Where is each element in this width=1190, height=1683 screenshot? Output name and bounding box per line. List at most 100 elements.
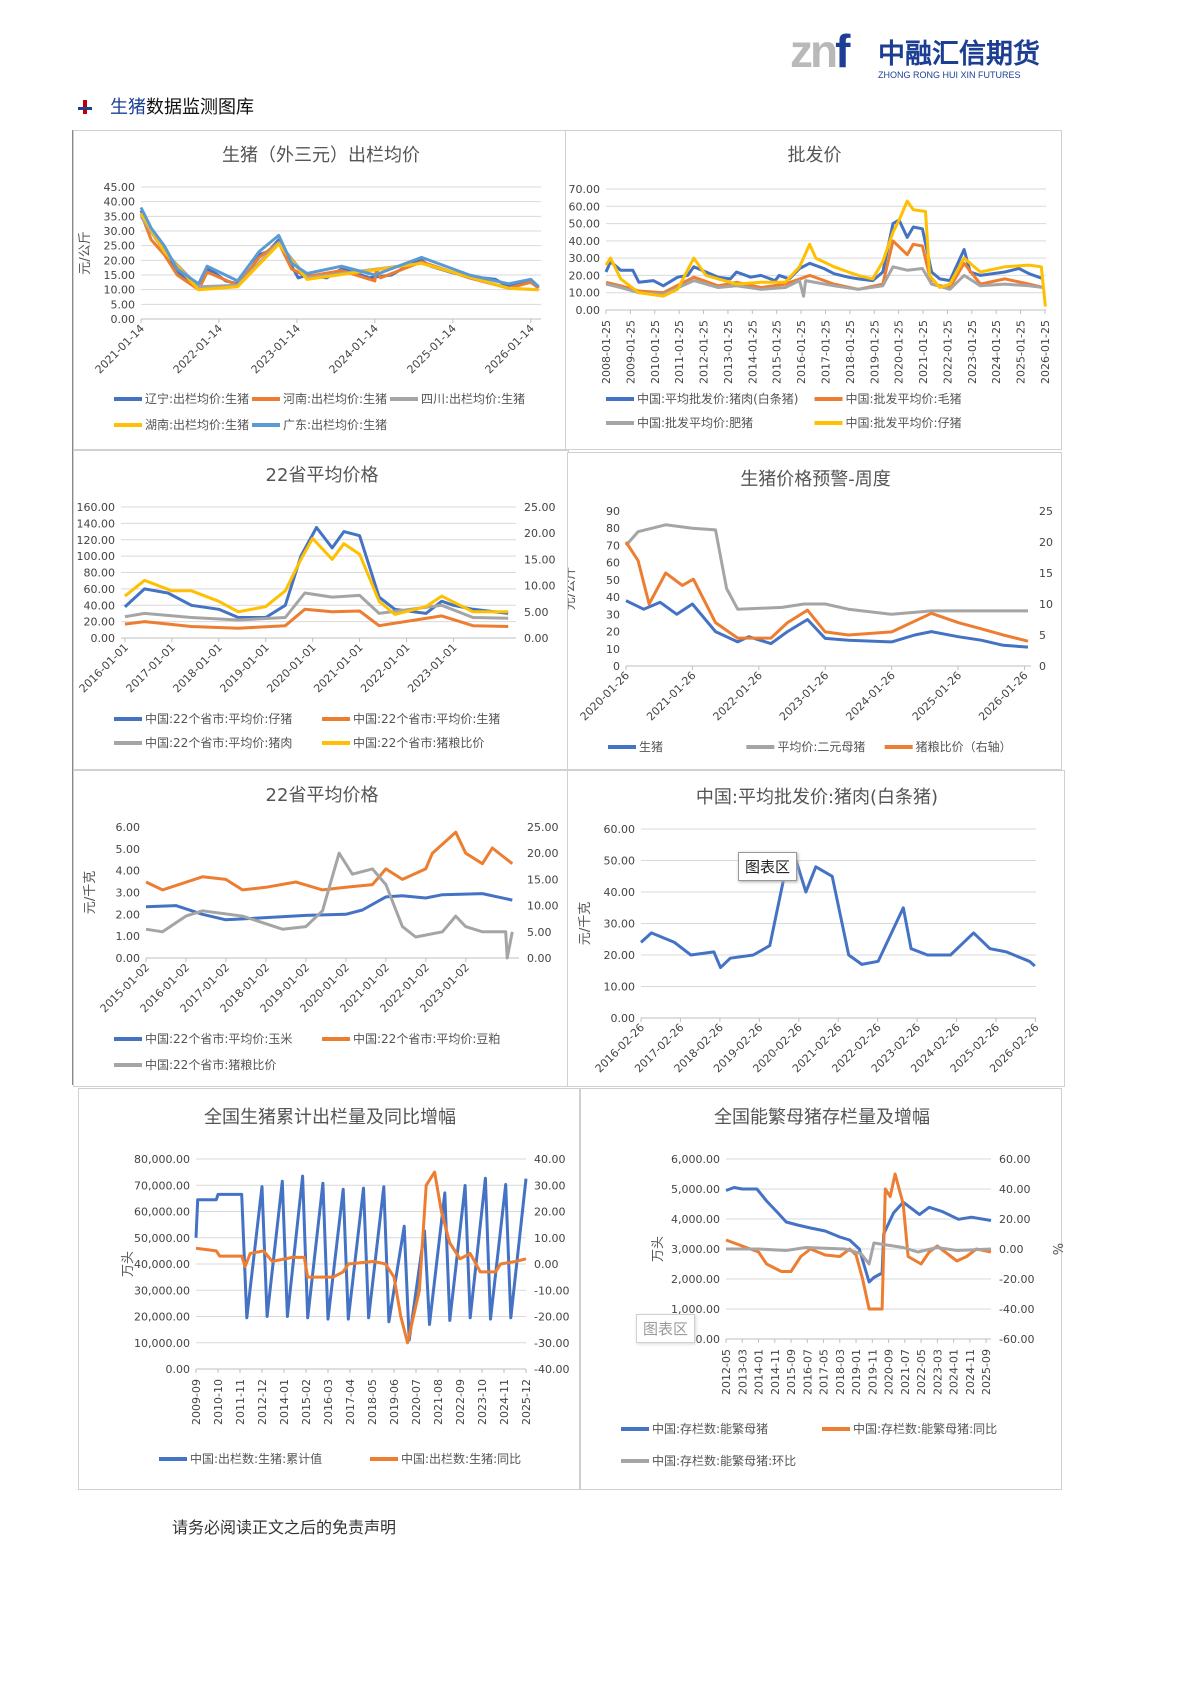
y-tick-label: 20.00 [569,269,601,282]
x-tick-label: 2018-01-01 [170,641,224,695]
y-tick-label: 3,000.00 [671,1243,720,1256]
series-line [604,218,1044,288]
line-chart: 中国:平均批发价:猪肉(白条猪) 0.00 10.00 20.00 30.00 40.00… [578,787,1042,1075]
y2-tick-label: 20.00 [527,847,559,860]
x-tick-label: 2017-01-01 [124,641,178,695]
legend-label: 广东:出栏均价:生猪 [283,417,387,432]
legend-item: 猪粮比价（右轴） [884,739,1012,754]
x-tick-label: 2017-01-25 [819,320,832,384]
y-tick-label: 5.00 [111,298,136,311]
series-line [624,541,1029,643]
pin-icon [78,98,92,114]
chart-panel-7[interactable]: 全国生猪累计出栏量及同比增幅 0.00 10,000.00 20,000.00 30,0… [78,1088,580,1490]
chart-area-tooltip: 图表区 [738,852,798,881]
y2-tick-label: -20.00 [999,1273,1034,1286]
legend-item: 中国:22个省市:平均价:豆粕 [322,1031,500,1046]
y-tick-label: 2.00 [116,908,141,921]
legend-label: 中国:平均批发价:猪肉(白条猪) [637,391,798,406]
y-tick-label: 50.00 [569,218,601,231]
legend-item: 中国:出栏数:生猪:同比 [370,1451,521,1466]
y-tick-label: 80 [606,522,620,535]
x-tick-label: 2020-01-25 [893,320,906,384]
chart-panel-8[interactable]: 全国能繁母猪存栏量及增幅 0.00 1,000.00 2,000.00 3,000.00… [580,1088,1063,1490]
x-tick-label: 2022-05 [915,1349,928,1395]
x-tick-label: 2013-03 [736,1349,749,1395]
y-tick-label: 20.00 [84,616,116,629]
legend-label: 中国:批发平均价:毛猪 [846,391,962,406]
y-axis-label: 元/千克 [578,902,593,945]
legend-label: 中国:批发平均价:仔猪 [846,415,962,430]
series-line [145,892,513,922]
y-tick-label: 40.00 [569,235,601,248]
legend-item: 平均价:二元母猪 [746,740,865,754]
legend-label: 平均价:二元母猪 [777,740,865,754]
y-tick-label: 70 [606,539,620,552]
legend-item: 中国:批发平均价:肥猪 [606,415,753,430]
y2-tick-label: 0 [1039,660,1046,673]
y2-tick-label: 10.00 [527,900,559,913]
y2-tick-label: -60.00 [999,1333,1034,1346]
y-tick-label: 80.00 [84,567,116,580]
x-tick-label: 2025-01-25 [1015,320,1028,384]
y2-tick-label: 10 [1039,598,1053,611]
logo-english-name: ZHONG RONG HUI XIN FUTURES [878,70,1021,80]
section-title-highlight: 生猪 [110,97,146,118]
x-tick-label: 2021-01-25 [917,320,930,384]
x-tick-label: 2012-12 [256,1379,269,1425]
y2-tick-label: 20.00 [999,1213,1031,1226]
x-tick-label: 2026-01-25 [1039,320,1052,384]
legend-label: 中国:批发平均价:肥猪 [637,415,753,430]
y-axis-label: 元/公斤 [78,231,93,274]
legend-item: 四川:出栏均价:生猪 [390,391,525,406]
chart-panel-3[interactable]: 22省平均价格 0.00 20.00 40.00 60.00 80.00 100.00 120… [73,450,569,770]
y2-tick-label: 0.00 [524,632,549,645]
legend-label: 中国:存栏数:能繁母猪:环比 [652,1453,796,1468]
y-tick-label: 100.00 [77,550,116,563]
y-tick-label: 0.00 [116,952,141,965]
chart-area-tooltip: 图表区 [636,1314,696,1343]
y-tick-label: 90 [606,505,620,518]
y-tick-label: 3.00 [116,887,141,900]
legend-item: 中国:22个省市:平均价:生猪 [322,711,500,726]
y2-tick-label: 30.00 [534,1179,566,1192]
x-tick-label: 2025-01-14 [405,322,459,376]
y-tick-label: 10.00 [604,981,636,994]
chart-panel-4[interactable]: 生猪价格预警-周度 0 10 20 30 40 50 60 70 80 90 0 5 10 15 20 25 元/… [567,452,1062,770]
y-tick-label: 60,000.00 [134,1206,190,1219]
chart-panel-6[interactable]: 中国:平均批发价:猪肉(白条猪) 0.00 10.00 20.00 30.00 40.00… [567,770,1065,1087]
line-chart: 22省平均价格 0.00 1.00 2.00 3.00 4.00 5.00 6.00 0.00 5… [83,785,559,1072]
x-tick-label: 2021-01-14 [93,322,147,376]
x-tick-label: 2021-01-26 [644,669,698,723]
chart-panel-5[interactable]: 22省平均价格 0.00 1.00 2.00 3.00 4.00 5.00 6.00 0.00 5… [73,770,569,1087]
chart-panel-2[interactable]: 批发价 0.00 10.00 20.00 30.00 40.00 50.00 60.00 70.… [565,130,1062,450]
series-line [195,1170,527,1345]
y2-tick-label: 25 [1039,505,1053,518]
x-tick-label: 2016-01-01 [77,641,131,695]
legend-label: 猪粮比价（右轴） [916,739,1012,754]
y2-tick-label: -40.00 [534,1363,569,1376]
x-tick-label: 2022-09 [454,1379,467,1425]
legend-item: 中国:22个省市:平均价:猪肉 [114,735,292,750]
y2-tick-label: 5.00 [524,606,549,619]
y2-tick-label: 40.00 [999,1183,1031,1196]
y2-tick-label: 25.00 [527,821,559,834]
series-line [124,591,509,622]
legend-item: 中国:出栏数:生猪:累计值 [159,1451,322,1466]
legend-item: 中国:存栏数:能繁母猪:同比 [822,1421,997,1436]
y-tick-label: 30 [606,608,620,621]
legend-item: 中国:22个省市:平均价:玉米 [114,1031,292,1046]
y-tick-label: 40,000.00 [134,1258,190,1271]
x-tick-label: 2023-01-14 [249,322,303,376]
x-tick-label: 2022-01-01 [358,641,412,695]
chart-panel-1[interactable]: 生猪（外三元）出栏均价 0.00 5.00 10.00 15.00 20.00 25.00 3… [73,130,567,450]
x-tick-label: 2014-01 [278,1379,291,1425]
y-tick-label: 20,000.00 [134,1311,190,1324]
y-tick-label: 60 [606,557,620,570]
y-tick-label: 60.00 [604,823,636,836]
legend-label: 中国:22个省市:猪粮比价 [353,735,484,750]
y-tick-label: 60.00 [84,583,116,596]
x-tick-label: 2021-01-01 [311,641,365,695]
x-tick-label: 2020-07 [410,1379,423,1425]
legend-label: 中国:出栏数:生猪:累计值 [190,1451,322,1466]
